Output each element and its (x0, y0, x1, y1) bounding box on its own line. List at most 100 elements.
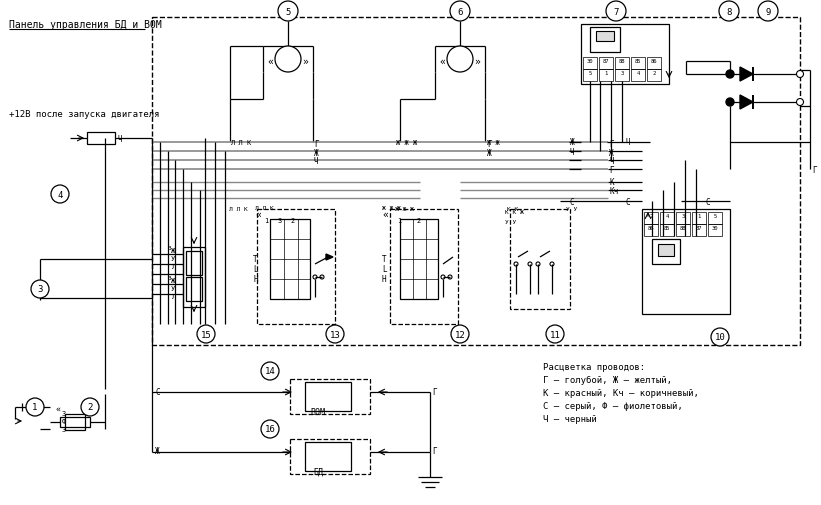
Bar (708, 213, 722, 225)
Circle shape (796, 99, 804, 106)
Text: Ж: Ж (171, 277, 175, 283)
Bar (590, 28, 620, 53)
Text: H: H (253, 274, 258, 283)
Bar (631, 58, 645, 70)
Text: Кч: Кч (609, 187, 618, 195)
Circle shape (313, 275, 317, 279)
Circle shape (320, 275, 324, 279)
Bar (152, 18, 800, 345)
Text: 13: 13 (329, 330, 341, 339)
Text: Г: Г (432, 387, 437, 396)
Text: 87: 87 (603, 59, 609, 64)
Text: Ч: Ч (314, 157, 319, 166)
Text: 87: 87 (695, 226, 702, 231)
Text: 3: 3 (621, 71, 624, 76)
Text: 1: 1 (697, 214, 700, 219)
Text: Ж Ж Ж: Ж Ж Ж (395, 207, 414, 212)
Text: Ж: Ж (570, 138, 575, 147)
Text: 2: 2 (416, 218, 420, 224)
Circle shape (278, 2, 298, 22)
Bar (692, 213, 706, 225)
Bar (87, 133, 115, 145)
Text: 1: 1 (264, 218, 268, 224)
Bar (596, 32, 614, 42)
Text: С: С (155, 387, 159, 396)
Circle shape (81, 398, 99, 416)
Text: 1: 1 (32, 402, 38, 412)
Text: 5: 5 (589, 71, 592, 76)
Text: 3: 3 (62, 426, 67, 432)
Bar (65, 414, 85, 430)
Bar (676, 225, 690, 236)
Text: 88: 88 (619, 59, 626, 64)
Text: 3: 3 (681, 214, 685, 219)
Text: Л Л К: Л Л К (255, 206, 273, 211)
Text: 10: 10 (714, 333, 726, 342)
Bar (642, 210, 730, 315)
Bar (257, 210, 335, 324)
Circle shape (726, 71, 734, 79)
Text: С: С (625, 197, 630, 207)
Bar (390, 210, 458, 324)
Text: H: H (382, 274, 387, 283)
Bar (615, 70, 629, 82)
Text: У У: У У (505, 220, 516, 225)
Text: L: L (253, 265, 258, 274)
Text: «: « (55, 405, 60, 414)
Circle shape (606, 2, 626, 22)
Bar (644, 225, 658, 236)
Text: Л: Л (171, 264, 175, 270)
Text: ВОМ: ВОМ (310, 407, 325, 416)
Circle shape (448, 275, 452, 279)
Text: Ж Ж: Ж Ж (487, 140, 500, 146)
Bar (60, 417, 90, 427)
Text: Ч: Ч (609, 157, 613, 166)
Text: 5: 5 (713, 214, 717, 219)
Circle shape (550, 263, 554, 267)
Polygon shape (740, 96, 753, 110)
Text: Ч – черный: Ч – черный (543, 414, 597, 423)
Bar (631, 70, 645, 82)
Text: Ж: Ж (155, 446, 159, 455)
Circle shape (758, 2, 778, 22)
Bar (583, 70, 597, 82)
Text: »: » (474, 57, 480, 67)
Text: Г: Г (812, 166, 817, 175)
Bar (186, 251, 202, 275)
Text: «: « (439, 57, 445, 67)
Text: 5: 5 (286, 8, 291, 17)
Bar (400, 220, 438, 299)
Text: Ж: Ж (314, 148, 319, 158)
Text: С: С (705, 197, 709, 207)
Text: 30: 30 (712, 226, 718, 231)
Text: У У: У У (566, 207, 577, 212)
Text: 7: 7 (613, 8, 619, 17)
Text: К К: К К (507, 207, 518, 212)
Bar (305, 442, 351, 471)
Text: Ж Ж Ж: Ж Ж Ж (396, 140, 417, 146)
Text: L: L (382, 265, 387, 274)
Text: К: К (609, 178, 613, 187)
Circle shape (31, 280, 49, 298)
Bar (658, 244, 674, 257)
Circle shape (275, 47, 301, 73)
Text: 1: 1 (604, 71, 608, 76)
Circle shape (261, 420, 279, 438)
Text: 3: 3 (62, 410, 67, 416)
Text: 30: 30 (587, 59, 594, 64)
Text: 4: 4 (57, 190, 62, 199)
Text: 15: 15 (200, 330, 211, 339)
Text: 16: 16 (264, 425, 275, 434)
Bar (290, 379, 370, 414)
Text: «: « (88, 405, 93, 414)
Circle shape (726, 99, 734, 107)
Bar (644, 213, 658, 225)
Circle shape (326, 325, 344, 343)
Text: +12В после запуска двигателя: +12В после запуска двигателя (9, 110, 159, 119)
Text: Л Л К: Л Л К (229, 207, 248, 212)
Text: 2: 2 (653, 71, 656, 76)
Circle shape (26, 398, 44, 416)
Text: «: « (267, 57, 273, 67)
Text: Ж: Ж (171, 247, 175, 254)
Text: Ч: Ч (118, 135, 122, 144)
